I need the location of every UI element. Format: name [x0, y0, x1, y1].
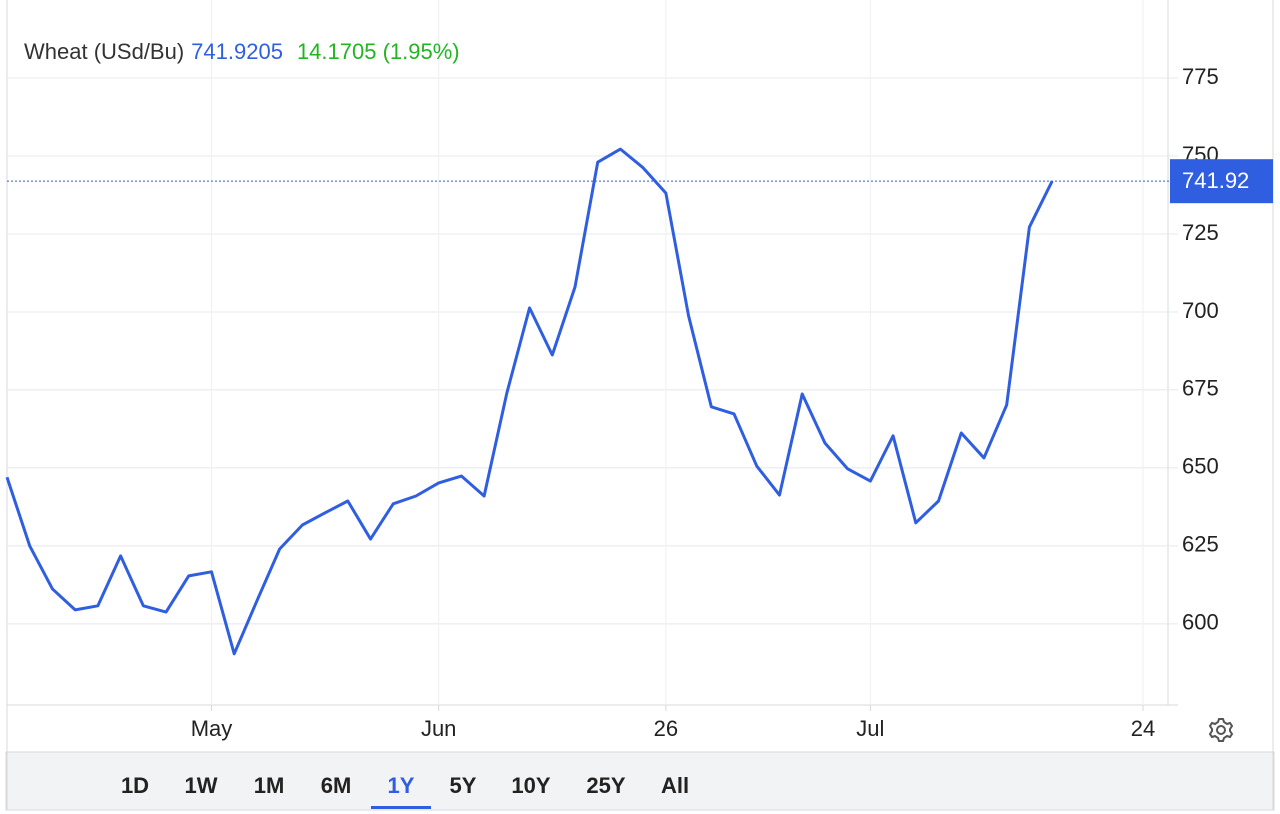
range-button[interactable]: 10Y — [511, 773, 550, 798]
last-price-tag-bg — [1170, 159, 1273, 204]
instrument-name: Wheat (USd/Bu) — [24, 39, 184, 64]
range-button[interactable]: 25Y — [586, 773, 625, 798]
y-tick-label: 775 — [1182, 64, 1219, 89]
x-tick-label: Jul — [856, 716, 884, 741]
x-tick-label: 26 — [654, 716, 678, 741]
y-tick-label: 625 — [1182, 532, 1219, 557]
range-button[interactable]: 1Y — [388, 773, 415, 798]
gear-center — [1216, 725, 1226, 735]
settings-icon[interactable] — [1208, 718, 1234, 742]
y-tick-label: 725 — [1182, 220, 1219, 245]
range-button[interactable]: 1D — [121, 773, 149, 798]
y-tick-label: 650 — [1182, 454, 1219, 479]
range-button[interactable]: 1W — [185, 773, 218, 798]
last-price-tag: 741.92 — [1182, 168, 1249, 193]
range-button[interactable]: 5Y — [450, 773, 477, 798]
range-bar — [5, 751, 1275, 811]
plot: 741.92 — [5, 147, 1273, 656]
range-button[interactable]: 1M — [254, 773, 285, 798]
x-tick-label: Jun — [421, 716, 456, 741]
price-line — [5, 147, 1054, 656]
y-tick-label: 600 — [1182, 610, 1219, 635]
change: 14.1705 (1.95%) — [297, 39, 460, 64]
range-selected-underline — [371, 806, 431, 809]
y-tick-label: 700 — [1182, 298, 1219, 323]
gear-outline — [1208, 718, 1234, 742]
x-tick-label: May — [191, 716, 233, 741]
x-tick-label: 24 — [1131, 716, 1155, 741]
y-tick-label: 675 — [1182, 376, 1219, 401]
range-button[interactable]: All — [661, 773, 689, 798]
price: 741.9205 — [191, 39, 283, 64]
range-button[interactable]: 6M — [321, 773, 352, 798]
